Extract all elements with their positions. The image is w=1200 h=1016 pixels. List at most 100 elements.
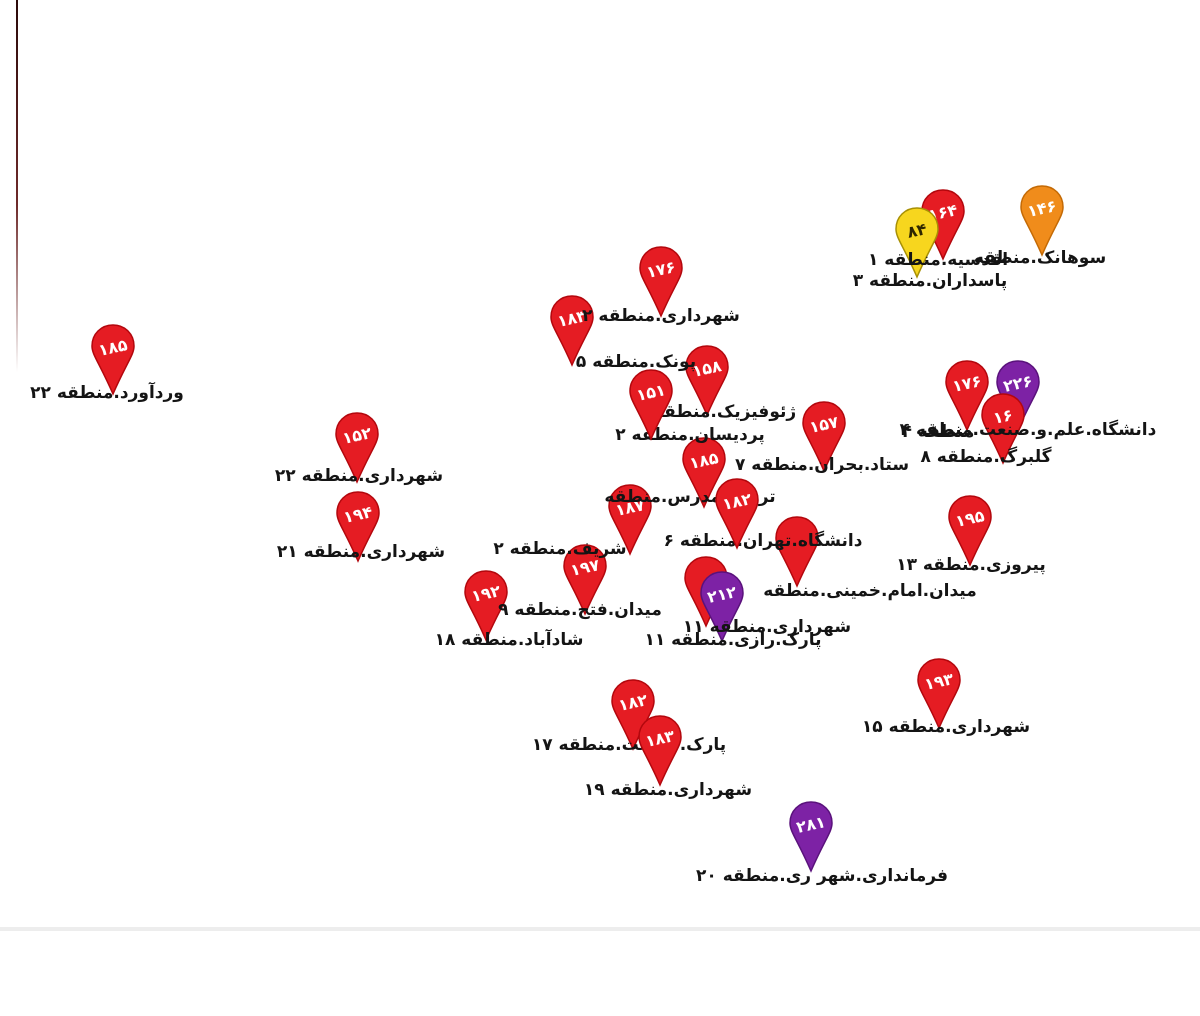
pin-icon: ۱۹۳ — [917, 658, 961, 730]
pin-label: پیروزی.منطقه ۱۳ — [896, 555, 1046, 575]
pin-shape — [550, 295, 594, 367]
pin-icon: ۲۱۲ — [700, 571, 744, 643]
pin-shape — [921, 189, 965, 261]
pin-shape — [1020, 185, 1064, 257]
pin-shape — [917, 658, 961, 730]
pin-icon: ۱۴۶ — [1020, 185, 1064, 257]
pin-shape — [336, 491, 380, 563]
pin-label: میدان.فتح.منطقه ۹ — [498, 600, 662, 620]
pin-value: ۸۴ — [905, 219, 928, 242]
pin-shape — [700, 571, 744, 643]
map-pin[interactable]: ۱۸۵ — [681, 437, 727, 509]
pin-value: ۱۶ — [991, 405, 1014, 428]
pin-icon: ۱۷۶ — [639, 246, 683, 318]
pin-shape — [981, 393, 1025, 465]
pin-label: فرمانداری.شهر ری.منطقه ۲۰ — [696, 866, 948, 886]
pin-icon: ۱۸۳ — [550, 295, 594, 367]
pin-shape — [802, 401, 846, 473]
map-pin[interactable]: ۱۵۷ — [801, 401, 847, 473]
pin-label: شهرداری.منطقه ۲ — [582, 306, 740, 326]
pin-icon: ۱۹۲ — [464, 570, 508, 642]
pin-shape — [335, 412, 379, 484]
pin-icon: ۱۵۲ — [335, 412, 379, 484]
left-border-line — [16, 0, 18, 372]
pin-icon: ۱۵۸ — [685, 345, 729, 417]
pin-label: دانشگاه.علم.و.صنعت.منطقه ۴ — [899, 420, 1157, 440]
pin-icon: ۱۹۷ — [563, 544, 607, 616]
pin-shape — [608, 484, 652, 556]
map-pin[interactable]: ۱۸۲ — [714, 478, 760, 550]
pin-shape — [945, 360, 989, 432]
map-pin[interactable]: ۱۸۳ — [637, 715, 683, 787]
map-pin[interactable] — [774, 516, 820, 588]
pin-label: پارک.رازی.منطقه ۱۱ — [644, 630, 822, 650]
map-pin[interactable]: ۱۹۷ — [562, 544, 608, 616]
pin-label: منطقه ۴ — [901, 422, 975, 442]
pin-shape — [685, 345, 729, 417]
map-pin[interactable]: ۱۴۶ — [1019, 185, 1065, 257]
pin-icon: ۱۸۵ — [682, 437, 726, 509]
pin-shape — [789, 801, 833, 873]
pin-label: وردآورد.منطقه ۲۲ — [30, 383, 184, 403]
map-pin[interactable]: ۱۶ — [980, 393, 1026, 465]
pin-shape — [638, 715, 682, 787]
map-pin[interactable]: ۱۹۲ — [463, 570, 509, 642]
pin-icon: ۱۵۷ — [802, 401, 846, 473]
pin-shape — [639, 246, 683, 318]
pin-label: شهرداری.منطقه ۱۱ — [682, 617, 852, 637]
pin-icon: ۱۹۴ — [336, 491, 380, 563]
pin-icon: ۱۸۷ — [608, 484, 652, 556]
bottom-divider-line — [0, 927, 1200, 931]
pin-icon: ۱۸۳ — [638, 715, 682, 787]
pin-shape — [563, 544, 607, 616]
pin-label: شهرداری.منطقه ۲۱ — [276, 542, 446, 562]
map-pin[interactable]: ۱۸۵ — [90, 324, 136, 396]
pin-label: ژئوفیزیک.منطقه — [653, 402, 797, 422]
pin-label: شریف.منطقه ۲ — [493, 539, 627, 559]
map-pin[interactable]: ۱۶۴ — [920, 189, 966, 261]
pin-icon: ۱۸۵ — [91, 324, 135, 396]
map-pin[interactable]: ۱۵۱ — [628, 369, 674, 441]
map-pin[interactable]: ۱۹۵ — [947, 495, 993, 567]
pin-shape — [464, 570, 508, 642]
pin-shape — [682, 437, 726, 509]
pin-label: میدان.امام.خمینی.منطقه — [763, 581, 977, 601]
pin-label: شادآباد.منطقه ۱۸ — [434, 630, 584, 650]
pin-icon: ۱۹۵ — [948, 495, 992, 567]
pin-shape — [948, 495, 992, 567]
pin-icon: ۱۸۲ — [611, 679, 655, 751]
map-pin[interactable]: ۱۷۶ — [638, 246, 684, 318]
pin-icon: ۱۶ — [981, 393, 1025, 465]
pin-label: سوهانک.منطقه — [973, 248, 1107, 268]
pin-label: گلبرگ.منطقه ۸ — [920, 447, 1052, 467]
pin-label: ستاد.بحران.منطقه ۷ — [734, 455, 910, 475]
map-pin[interactable]: ۱۹۳ — [916, 658, 962, 730]
map-pin[interactable]: ۱۸۳ — [549, 295, 595, 367]
pin-label: شهرداری.منطقه ۱۹ — [583, 780, 753, 800]
pin-shape — [611, 679, 655, 751]
map-pin[interactable]: ۱۵۸ — [684, 345, 730, 417]
map-pin[interactable]: ۲۱۲ — [699, 571, 745, 643]
pin-shape — [715, 478, 759, 550]
map-pin[interactable]: ۱۵۲ — [334, 412, 380, 484]
pin-icon: ۱۸۲ — [715, 478, 759, 550]
pin-label: شهرداری.منطقه ۱۵ — [861, 717, 1031, 737]
pin-label: پردیسان.منطقه ۲ — [615, 425, 765, 445]
pin-icon — [775, 516, 819, 588]
map-pin[interactable]: ۲۸۱ — [788, 801, 834, 873]
pin-label: شهرداری.منطقه ۲۲ — [274, 466, 444, 486]
pin-label: پونک.منطقه ۵ — [575, 352, 697, 372]
map-pin[interactable]: ۸۴ — [894, 207, 940, 279]
map-pin[interactable]: ۱۹۴ — [335, 491, 381, 563]
pin-label: اقدسیه.منطقه ۱ — [867, 250, 1009, 270]
pin-icon: ۱۵۱ — [629, 369, 673, 441]
map-pin[interactable]: ۱۸۲ — [610, 679, 656, 751]
pin-shape — [91, 324, 135, 396]
pin-icon: ۲۸۱ — [789, 801, 833, 873]
pin-shape — [629, 369, 673, 441]
map-pin[interactable]: ۱۷۶ — [944, 360, 990, 432]
pin-shape — [895, 207, 939, 279]
pin-label: دانشگاه.تهران.منطقه ۶ — [663, 531, 863, 551]
map-pin[interactable]: ۱۸۷ — [607, 484, 653, 556]
